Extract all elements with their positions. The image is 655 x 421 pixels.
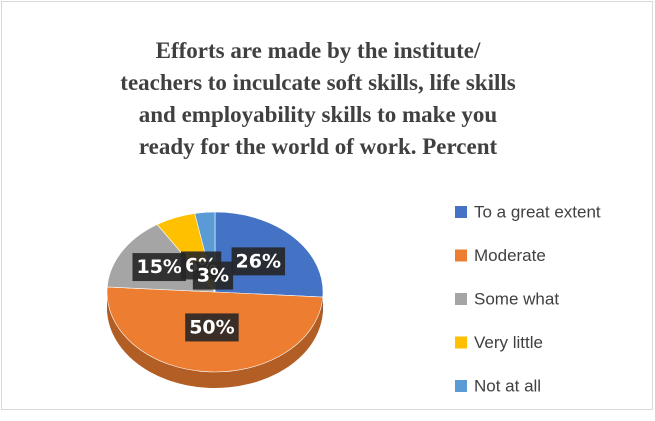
legend-swatch	[455, 293, 467, 305]
chart-title: teachers to inculcate soft skills, life …	[120, 70, 515, 95]
legend-label: Moderate	[474, 246, 546, 265]
data-label-box	[231, 247, 286, 276]
chart-title: and employability skills to make you	[139, 102, 498, 127]
data-label-group: 3%	[192, 261, 234, 290]
chart-title: Efforts are made by the institute/	[156, 38, 481, 63]
data-label-box	[192, 261, 234, 290]
legend-label: Not at all	[474, 376, 541, 395]
data-label-group: 15%	[132, 253, 186, 282]
legend-label: Very little	[474, 333, 543, 352]
data-label-box	[185, 313, 239, 342]
data-label-box	[132, 253, 186, 282]
data-label: 50%	[189, 316, 234, 338]
legend-label: Some what	[474, 289, 559, 308]
data-label-group: 50%	[185, 313, 239, 342]
data-label: 3%	[197, 265, 229, 287]
legend-swatch	[455, 380, 467, 392]
legend-swatch	[455, 249, 467, 262]
data-label: 15%	[136, 256, 181, 278]
legend-label: To a great extent	[474, 202, 601, 221]
data-label: 26%	[236, 250, 281, 272]
chart-border	[1, 1, 653, 410]
legend-swatch	[455, 206, 467, 218]
data-label-group: 26%	[231, 247, 286, 276]
chart-title: ready for the world of work. Percent	[139, 134, 498, 159]
legend-swatch	[455, 336, 467, 349]
